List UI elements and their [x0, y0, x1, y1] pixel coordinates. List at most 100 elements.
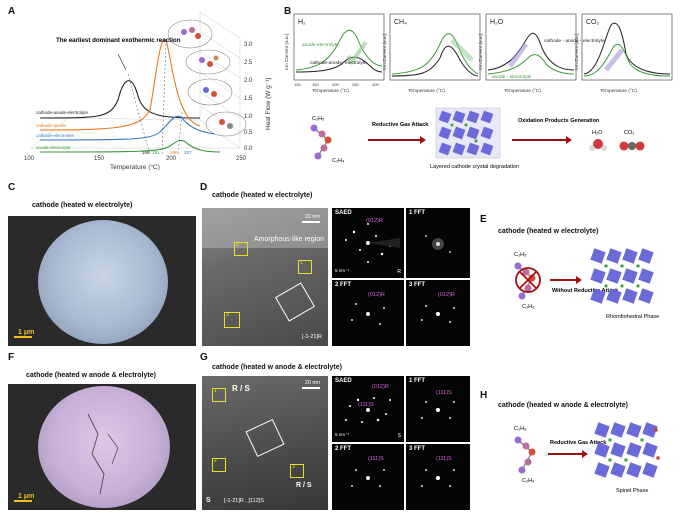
panel-label-c: C [8, 182, 16, 193]
dsc-chart: 100 150 200 250 Temperature (°C) 0.0 0.5… [24, 11, 272, 171]
g-scale: 20 nm [304, 380, 320, 386]
a-ytick-2: 2.0 [244, 78, 253, 84]
d-fft2-label: 2 FFT [335, 282, 351, 288]
a-xtick-100: 100 [24, 156, 35, 162]
b-xtick-250: 250 [352, 82, 359, 87]
b-ylabel-3: Ion Current (a.u.) [478, 33, 484, 70]
d-saed-tag: R [397, 269, 401, 275]
g-rs1: R / S [232, 384, 250, 393]
g-saed-label: SAED [335, 378, 352, 384]
g-saed-hkl1: (012)R [372, 384, 389, 390]
a-xlabel: Temperature (°C) [110, 163, 160, 171]
g-tem-image: 20 nm R / S 1 2 3 R / S S [-1-21]R , [11… [202, 376, 328, 510]
curve-cathode-electrolyte [39, 115, 216, 141]
f-sem-image: 1 μm [8, 384, 196, 510]
b-co2: CO₂ [624, 130, 634, 136]
a-ytick-1: 1.0 [244, 114, 253, 120]
b-ylabel-1: Ion Current (a.u.) [284, 33, 290, 70]
a-ytick-0: 0.0 [244, 146, 253, 152]
h-phase: Spinel Phase [616, 488, 648, 494]
d-box-2: 2 [236, 242, 239, 248]
a-ytick-05: 0.5 [244, 130, 253, 136]
g-saed-tag: S [397, 433, 401, 439]
d-fft2-hkl: (012)R [368, 292, 385, 298]
d-scale: 20 nm [304, 214, 320, 220]
a-peak-191: 191 [152, 150, 160, 155]
g-s: S [206, 497, 211, 504]
g-fft2-hkl: (111)S [368, 456, 384, 462]
g-title: cathode (heated w anode & electrolyte) [212, 364, 342, 371]
a-ytick-15: 1.5 [244, 96, 253, 102]
g-fft1-hkl: (111)S [436, 390, 452, 396]
d-box-1: 1 [300, 260, 303, 266]
h-scheme: C₂H₅ C₂H₄ Reductive Gas Attack Spinel Ph… [514, 422, 660, 494]
b-h2o-legend-black: cathode - anode - electrolyte [544, 38, 605, 44]
a-legend-ca: cathode-anode [36, 123, 67, 128]
g-box-1: 1 [214, 388, 217, 394]
f-scale: 1 μm [18, 493, 35, 500]
b-h2o-legend-green: anode - electrolyte [492, 74, 532, 80]
c-title: cathode (heated w electrolyte) [32, 202, 133, 209]
g-saed-hkl2: (111)S [358, 402, 374, 408]
a-peak-166: 166 [142, 150, 150, 155]
curve-cathode-anode [39, 39, 201, 131]
a-xtick-150: 150 [94, 156, 105, 162]
d-fft1: 1 FFT [406, 208, 470, 278]
d-region: Amorphous-like region [254, 236, 325, 243]
h-mol-c2h4: C₂H₄ [522, 478, 535, 484]
g-box-3: 3 [292, 464, 295, 470]
b-mol-c2h5: C₂H₅ [312, 116, 324, 122]
g-saed-scale: 5 nm⁻¹ [335, 432, 349, 437]
f-title: cathode (heated w anode & electrolyte) [26, 372, 156, 379]
d-fft1-label: 1 FFT [409, 210, 425, 216]
d-fft3: 3 FFT (012)R [406, 280, 470, 346]
d-box-3: 3 [226, 312, 229, 318]
e-mol-c2h5: C₂H₅ [514, 252, 526, 258]
d-saed-scale: 5 nm⁻¹ [335, 268, 349, 273]
g-fft1-label: 1 FFT [409, 378, 425, 384]
e-scheme: C₂H₅ C₂H₄ Without Reductive Attack Rhomb… [514, 248, 659, 320]
b-gas-co2: CO₂ [586, 19, 600, 26]
a-ytick-25: 2.5 [244, 60, 253, 66]
a-xtick-250: 250 [236, 156, 247, 162]
panel-label-g: G [200, 352, 208, 363]
panel-label-h: H [480, 390, 488, 401]
a-legend-ce: cathode-electrolyte [36, 133, 75, 138]
panel-label-a: A [8, 6, 16, 17]
b-arrow2: Oxidation Products Generation [518, 118, 600, 124]
b-ylabel-4: Ion Current (a.u.) [574, 33, 580, 70]
g-fft1: 1 FFT (111)S [406, 376, 470, 442]
b-h2o: H₂O [592, 130, 603, 136]
d-fft3-hkl: (012)R [438, 292, 455, 298]
d-saed: SAED (012)R 5 nm⁻¹ R [332, 208, 404, 278]
panel-label-f: F [8, 352, 15, 363]
d-title: cathode (heated w electrolyte) [212, 192, 313, 199]
d-fft3-label: 3 FFT [409, 282, 425, 288]
panel-label-e: E [480, 214, 487, 225]
a-ytick-3: 3.0 [244, 42, 253, 48]
g-fft3-label: 3 FFT [409, 446, 425, 452]
b-gas-h2o: H₂O [490, 19, 504, 26]
a-legend-ae: anode-electrolyte [36, 145, 71, 150]
d-tem-image: 20 nm Amorphous-like region 2 1 3 [-1-21… [202, 208, 328, 346]
curve-cathode-anode-electrolyte [39, 80, 201, 119]
b-arrow1: Reductive Gas Attack [372, 122, 429, 128]
d-fft2: 2 FFT (012)R [332, 280, 404, 346]
e-title: cathode (heated w electrolyte) [498, 228, 599, 235]
c-sem-image: 1 μm [8, 216, 196, 346]
b-gas-ch4: CH₄ [394, 19, 407, 26]
b-xlabel-4: Temperature (°C) [600, 88, 637, 94]
g-saed: SAED (012)R (111)S 5 nm⁻¹ S [332, 376, 404, 442]
h-arrow: Reductive Gas Attack [550, 440, 607, 446]
a-peak-207: 207 [184, 150, 192, 155]
d-saed-label: SAED [335, 210, 352, 216]
b-xlabel-3: Temperature (°C) [504, 88, 541, 94]
a-annotation: The earliest dominant exothermic reactio… [56, 37, 181, 44]
panel-label-b: B [284, 6, 292, 17]
e-mol-c2h4: C₂H₄ [522, 304, 535, 310]
h-mol-c2h5: C₂H₅ [514, 426, 526, 432]
b-h2-legend-green: anode-electrolyte [302, 42, 339, 48]
b-gas-h2: H₂ [298, 19, 306, 26]
b-xtick-150: 150 [312, 82, 319, 87]
b-xtick-100: 100 [294, 82, 301, 87]
